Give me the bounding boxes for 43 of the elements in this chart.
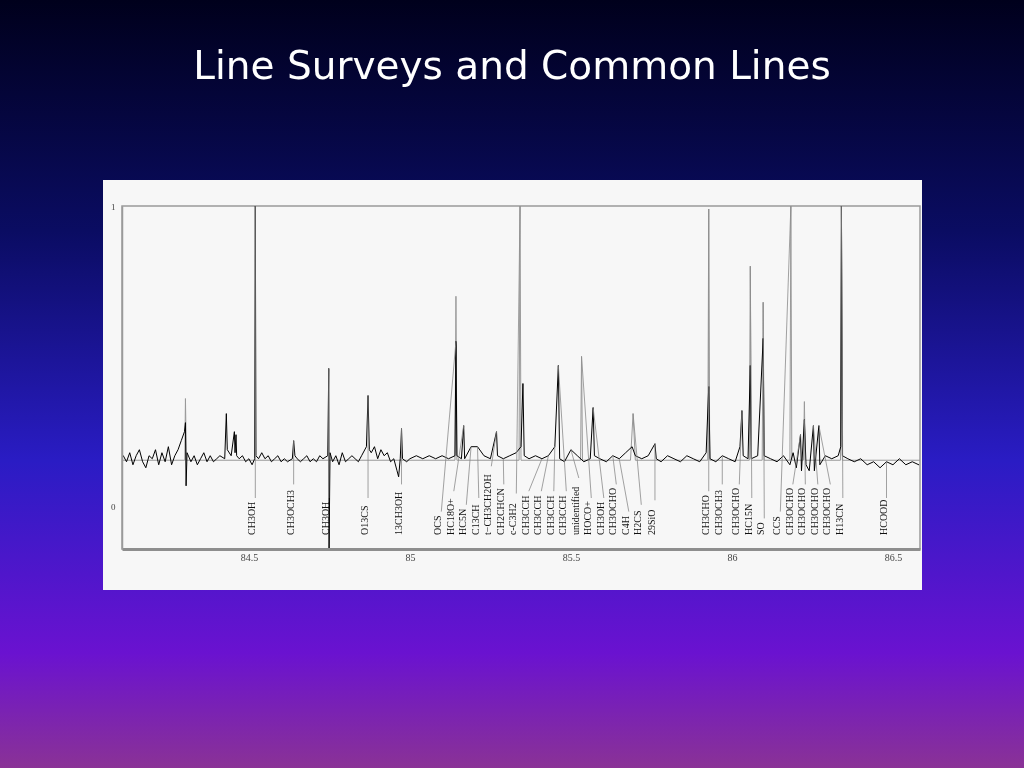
annotation: CH3CCH [519,495,531,535]
annotation: HC5N [457,508,469,535]
annotation: C4H [619,516,631,535]
annotation: CH3OCHO [796,487,808,535]
annotation: CH3OCH3 [284,489,296,535]
annotation: O13CS [359,505,371,535]
x-tick-label: 86 [727,551,738,563]
annotation: CH3OCH3 [713,489,725,535]
annotation: SO [755,522,767,535]
annotation: unidentified [569,486,581,535]
annotation: CH3CCH [532,495,544,535]
annotation: CH3OH [319,501,331,535]
annotation: 13CH3OH [392,491,404,535]
x-tick-label: 84.5 [240,551,259,563]
annotation: HC15N [742,503,754,535]
annotation: HC18O+ [444,497,456,535]
annotation: CH2CHCN [494,488,506,535]
annotation: HCOOD [877,499,889,535]
annotation: CH3OH [594,501,606,535]
annotation: CH3CHO [699,494,711,535]
annotation: HOCO+ [582,500,594,535]
x-tick-label: 85 [405,551,416,563]
annotation: CH3OH [246,501,258,535]
chart-title: Line Surveys and Common Lines [193,43,831,88]
annotation: 29SiO [645,509,657,535]
y-tick-label: 1 [111,201,116,212]
x-tick-label: 86.5 [884,551,903,563]
annotation: H13CN [833,503,845,535]
annotation: CH3CCH [544,495,556,535]
y-tick-label: 0 [111,502,116,513]
annotation: CH3OCHO [821,487,833,535]
annotation: OCS [432,515,444,535]
annotation: CH3OCHO [783,487,795,535]
annotation: H2CS [632,510,644,535]
annotation: CCS [771,516,783,535]
annotation: t−CH3CH2OH [482,474,494,535]
annotation: CH3OCHO [808,487,820,535]
annotation: CH3OCHO [730,487,742,535]
annotation: CH3OCHO [607,487,619,535]
x-tick-label: 85.5 [562,551,581,563]
annotation: c-C3H2 [507,503,519,535]
annotation: CH3CCH [557,495,569,535]
annotation: C13CH [469,504,481,535]
